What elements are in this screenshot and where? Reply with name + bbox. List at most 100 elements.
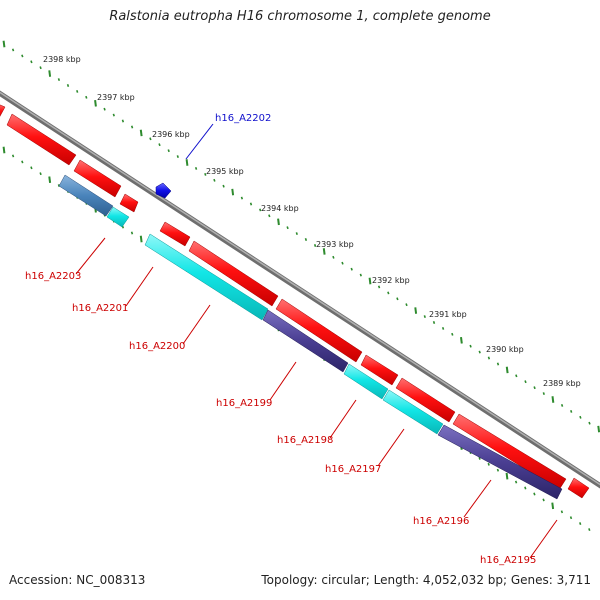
minor-tick (57, 78, 61, 82)
minor-tick (341, 261, 344, 265)
minor-tick (313, 244, 317, 247)
gene-label-h16_A2196[interactable]: h16_A2196 (413, 516, 469, 527)
ruler-label-2394: 2394 kbp (261, 204, 299, 213)
gene-navy-feature[interactable] (262, 309, 349, 373)
minor-tick (76, 89, 79, 93)
minor-tick (204, 172, 207, 176)
gene-cyan-feature[interactable] (106, 206, 130, 228)
minor-tick (21, 54, 24, 58)
gene-label-h16_A2198[interactable]: h16_A2198 (277, 435, 333, 446)
major-tick (94, 99, 97, 107)
minor-tick (377, 285, 381, 289)
gene-red-feature[interactable] (395, 377, 456, 423)
major-tick (277, 218, 280, 226)
ruler-label-2395: 2395 kbp (206, 167, 244, 176)
gene-red-feature[interactable] (6, 113, 77, 166)
gene-red-feature[interactable] (188, 240, 279, 307)
minor-tick (39, 66, 42, 70)
minor-tick (514, 480, 518, 484)
gene-blue-feature[interactable] (155, 182, 172, 199)
minor-tick (295, 232, 298, 236)
minor-tick (533, 492, 536, 496)
minor-tick (103, 107, 106, 111)
gene-red-feature[interactable] (73, 159, 122, 198)
ruler-labels: 2398 kbp 2397 kbp 2396 kbp 2395 kbp 2394… (43, 55, 581, 388)
major-tick (505, 472, 509, 480)
map-title: Ralstonia eutropha H16 chromosome 1, com… (109, 9, 491, 24)
minor-tick (85, 95, 88, 99)
gene-red-feature[interactable] (360, 354, 399, 386)
gene-cyan-feature[interactable] (144, 233, 269, 321)
minor-tick (222, 184, 225, 188)
major-tick (322, 248, 326, 255)
minor-tick (432, 321, 436, 324)
ruler-label-2393: 2393 kbp (316, 240, 354, 249)
minor-tick (441, 326, 445, 330)
genome-backbone (0, 90, 600, 489)
minor-tick (588, 528, 591, 532)
major-tick (414, 307, 418, 314)
major-tick (48, 176, 52, 184)
ruler-label-2398: 2398 kbp (43, 55, 81, 64)
gene-label-h16_A2195[interactable]: h16_A2195 (480, 555, 536, 566)
major-tick (2, 146, 6, 154)
ruler-label-2389: 2389 kbp (543, 379, 581, 388)
minor-tick (11, 48, 15, 52)
major-tick (48, 70, 52, 77)
major-tick (505, 366, 509, 374)
gene-steel-feature[interactable] (58, 174, 114, 217)
gene-cyan-feature[interactable] (343, 363, 389, 400)
minor-tick (130, 231, 134, 235)
minor-tick (304, 238, 308, 241)
minor-tick (569, 516, 573, 520)
minor-tick (396, 297, 399, 301)
minor-tick (542, 392, 545, 396)
minor-tick (478, 350, 481, 354)
major-tick (139, 235, 143, 243)
major-tick (460, 336, 463, 344)
gene-red-feature[interactable] (119, 193, 139, 213)
ruler-label-2396: 2396 kbp (152, 130, 190, 139)
minor-tick (405, 303, 408, 307)
major-tick (551, 502, 555, 510)
gene-label-h16_A2197[interactable]: h16_A2197 (325, 464, 381, 475)
minor-tick (194, 166, 198, 170)
minor-tick (570, 409, 573, 413)
gene-label-h16_A2201[interactable]: h16_A2201 (72, 303, 128, 314)
minor-tick (533, 386, 536, 390)
minor-tick (30, 166, 33, 170)
minor-tick (487, 462, 490, 466)
gene-track-lower (58, 174, 563, 500)
ruler-label-2390: 2390 kbp (486, 345, 524, 354)
gene-cyan-feature[interactable] (382, 389, 444, 435)
minor-tick (167, 149, 170, 153)
gene-red-feature[interactable] (159, 221, 191, 247)
genome-summary-text: Topology: circular; Length: 4,052,032 bp… (261, 573, 591, 587)
major-tick (551, 396, 555, 403)
gene-label-h16_A2200[interactable]: h16_A2200 (129, 341, 185, 352)
minor-tick (524, 486, 527, 490)
minor-tick (176, 155, 179, 159)
ruler-label-2392: 2392 kbp (372, 276, 410, 285)
minor-tick (588, 421, 591, 425)
minor-tick (423, 315, 426, 319)
minor-tick (524, 380, 527, 384)
minor-tick (542, 498, 545, 502)
gene-label-h16_A2202[interactable]: h16_A2202 (215, 113, 271, 124)
ruler-label-2391: 2391 kbp (429, 310, 467, 319)
gene-label-h16_A2199[interactable]: h16_A2199 (216, 398, 272, 409)
major-tick (139, 129, 143, 137)
gene-red-feature[interactable] (275, 298, 363, 363)
gene-red-feature[interactable] (0, 104, 6, 120)
minor-tick (286, 226, 289, 230)
label-leader-lines (75, 123, 558, 559)
minor-tick (213, 178, 216, 182)
minor-tick (268, 214, 271, 218)
minor-tick (130, 125, 134, 129)
gene-red-feature[interactable] (567, 477, 590, 499)
minor-tick (121, 119, 125, 123)
gene-navy-feature[interactable] (437, 424, 563, 500)
accession-text: Accession: NC_008313 (9, 573, 146, 587)
minor-tick (30, 60, 33, 64)
gene-label-h16_A2203[interactable]: h16_A2203 (25, 271, 81, 282)
